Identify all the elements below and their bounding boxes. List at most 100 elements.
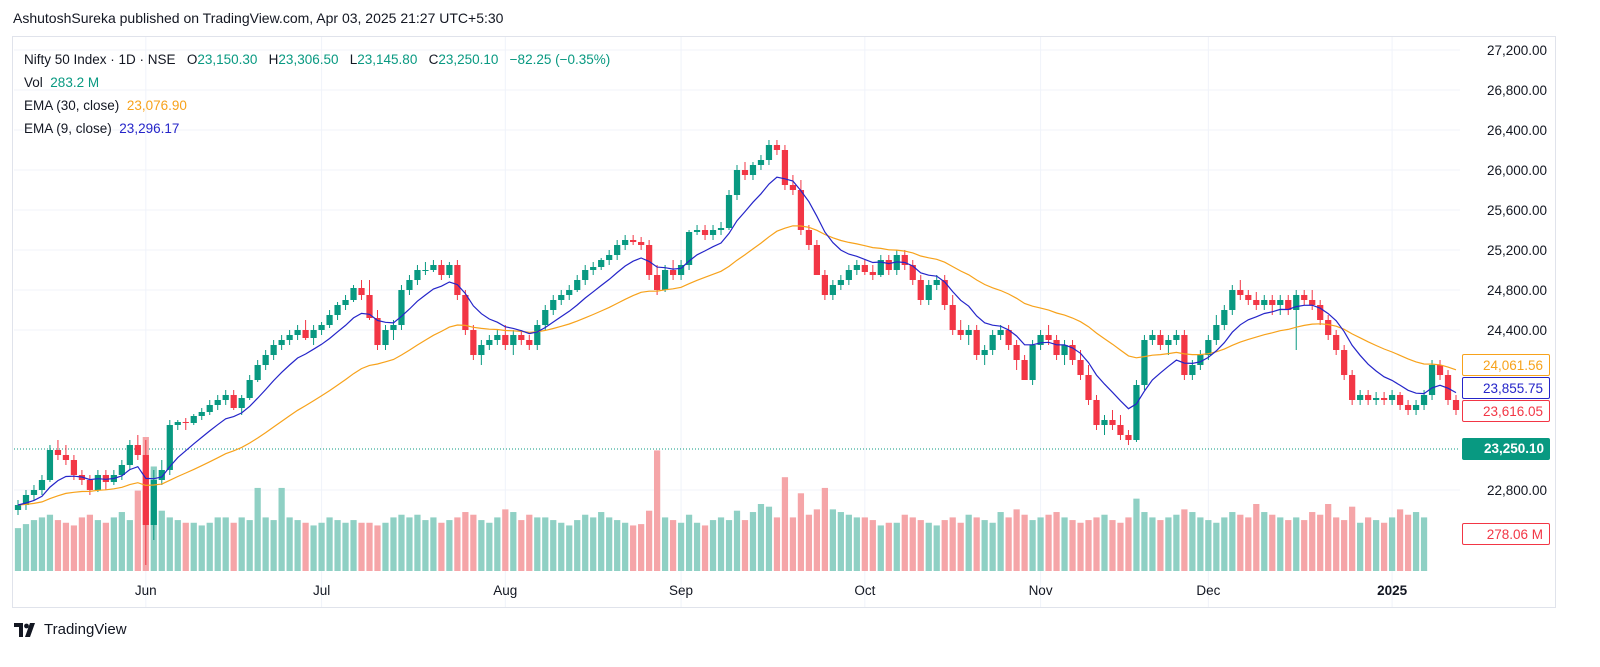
candle-body xyxy=(534,325,541,345)
candle-body xyxy=(142,455,149,525)
candle-body xyxy=(582,270,589,280)
legend-vol-label: Vol xyxy=(24,75,43,90)
candle-body xyxy=(326,315,333,325)
legend-open-label: O xyxy=(186,52,198,67)
candle-body xyxy=(1149,335,1156,340)
volume-bar xyxy=(1301,520,1308,571)
volume-bar xyxy=(326,517,333,571)
y-tick-label: 24,400.00 xyxy=(1487,323,1547,338)
volume-bar xyxy=(1285,520,1292,571)
candle-body xyxy=(102,475,109,482)
volume-bar xyxy=(1205,520,1212,571)
candle-body xyxy=(38,480,46,490)
candle-body xyxy=(374,318,381,345)
candle-body xyxy=(693,230,701,232)
volume-bar xyxy=(1404,514,1412,571)
candle-body xyxy=(246,380,253,398)
candle-body xyxy=(462,295,469,330)
volume-bar xyxy=(366,522,373,571)
volume-bar xyxy=(1069,520,1076,571)
candle-body xyxy=(166,425,173,470)
tradingview-logo-icon xyxy=(14,622,35,637)
volume-bar xyxy=(981,520,988,571)
candle-body xyxy=(46,450,54,480)
candle-body xyxy=(238,398,245,408)
volume-bar xyxy=(1333,517,1340,571)
volume-bar xyxy=(30,520,38,571)
candle-body xyxy=(1412,405,1420,410)
candle-body xyxy=(1396,395,1404,405)
candle-body xyxy=(925,285,932,300)
y-tick-label: 26,000.00 xyxy=(1487,163,1547,178)
volume-bar xyxy=(126,520,133,571)
candle-body xyxy=(1317,305,1324,320)
candle-body xyxy=(502,335,509,345)
candle-body xyxy=(1125,435,1132,440)
legend-volume-row: Vol 283.2 M xyxy=(24,71,610,94)
candle-body xyxy=(669,270,677,275)
candle-body xyxy=(1325,320,1332,335)
volume-bar xyxy=(1357,522,1364,571)
y-tick-label: 26,400.00 xyxy=(1487,123,1547,138)
candle-body xyxy=(1269,300,1276,305)
volume-bar xyxy=(661,517,669,571)
volume-bar xyxy=(606,517,613,571)
volume-bar xyxy=(262,517,269,571)
volume-bar xyxy=(1125,517,1132,571)
volume-bar xyxy=(446,520,453,571)
candle-body xyxy=(1133,385,1140,440)
candle-body xyxy=(1077,360,1084,375)
candle-body xyxy=(757,160,765,165)
candle-body xyxy=(486,340,493,345)
volume-layer xyxy=(14,437,1428,571)
candle-body xyxy=(590,267,597,270)
candle-body xyxy=(1301,295,1308,300)
candle-body xyxy=(574,280,581,290)
candle-body xyxy=(837,280,844,285)
volume-bar xyxy=(965,514,972,571)
volume-bar xyxy=(62,522,70,571)
volume-bar xyxy=(1412,512,1420,571)
volume-bar xyxy=(989,522,996,571)
volume-bar xyxy=(574,520,581,571)
candle-body xyxy=(1213,325,1220,340)
candle-body xyxy=(1221,310,1228,325)
ema9-line xyxy=(17,176,1457,506)
tradingview-brand[interactable]: TradingView xyxy=(14,621,127,638)
candle-body xyxy=(334,305,341,315)
volume-bar xyxy=(1221,517,1228,571)
volume-bar xyxy=(885,522,892,571)
candle-body xyxy=(174,422,181,425)
candle-body xyxy=(773,145,781,150)
candle-body xyxy=(62,455,70,460)
volume-bar xyxy=(1396,509,1404,571)
volume-bar xyxy=(590,517,597,571)
candle-body xyxy=(310,330,317,338)
candle-body xyxy=(829,285,836,295)
volume-bar xyxy=(342,522,349,571)
candle-body xyxy=(821,275,828,295)
candle-body xyxy=(885,260,892,270)
volume-bar xyxy=(765,506,773,571)
volume-bar xyxy=(622,522,629,571)
legend-ema9-label: EMA (9, close) xyxy=(24,121,112,136)
candle-body xyxy=(630,240,637,242)
candle-body xyxy=(1253,300,1260,305)
candle-body xyxy=(1285,300,1292,310)
ema-layer xyxy=(17,176,1457,506)
volume-bar xyxy=(957,522,964,571)
legend-vol-value: 283.2 M xyxy=(50,75,100,90)
candle-body xyxy=(1428,365,1436,395)
candle-body xyxy=(997,330,1004,335)
candle-body xyxy=(933,280,940,285)
volume-bar xyxy=(781,477,789,571)
volume-bar xyxy=(518,520,525,571)
candle-body xyxy=(981,350,988,355)
volume-bar xyxy=(14,528,22,571)
volume-bar xyxy=(653,450,661,571)
volume-bar xyxy=(757,504,765,571)
volume-badge: 278.06 M xyxy=(1462,523,1550,545)
candle-body xyxy=(1165,340,1172,345)
candle-body xyxy=(1117,425,1124,435)
